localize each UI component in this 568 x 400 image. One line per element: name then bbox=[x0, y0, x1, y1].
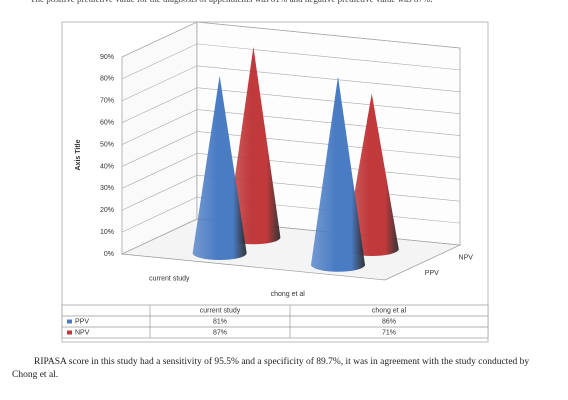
chart: Axis Title 0% 10% 20% 30% 40% 50% 60% 70% 80% 90%… bbox=[61, 21, 489, 343]
table-value: 86% bbox=[382, 318, 396, 325]
depth-label: NPV bbox=[459, 254, 474, 261]
side-wall bbox=[121, 21, 198, 255]
data-table bbox=[61, 304, 489, 339]
cone bbox=[226, 46, 281, 245]
y-axis-title: Axis Title bbox=[75, 139, 82, 170]
legend-label: NPV bbox=[75, 329, 90, 336]
grid-line bbox=[121, 65, 461, 102]
y-tick-label: 0% bbox=[104, 251, 114, 258]
legend-swatch bbox=[67, 319, 72, 324]
grid-line bbox=[121, 43, 461, 80]
y-tick-label: 40% bbox=[100, 163, 114, 170]
y-tick-label: 70% bbox=[100, 98, 114, 105]
y-tick-label: 90% bbox=[100, 54, 114, 61]
top-text: The positive predictive value for the di… bbox=[30, 0, 433, 4]
x-tick-label: current study bbox=[149, 276, 190, 283]
y-tick-label: 50% bbox=[100, 141, 114, 148]
grid-line bbox=[121, 21, 461, 58]
table-header: chong et al bbox=[372, 307, 407, 314]
depth-label: PPV bbox=[425, 270, 439, 277]
y-tick-label: 20% bbox=[100, 207, 114, 214]
x-tick-label: chong et al bbox=[271, 291, 306, 298]
legend-label: PPV bbox=[75, 318, 89, 325]
y-tick-label: 30% bbox=[100, 185, 114, 192]
cone bbox=[344, 93, 399, 256]
legend-swatch bbox=[67, 330, 72, 335]
table-header: current study bbox=[200, 307, 241, 314]
paragraph: RIPASA score in this study had a sensiti… bbox=[12, 357, 530, 380]
table-value: 87% bbox=[213, 329, 227, 336]
cone bbox=[192, 75, 247, 261]
table-value: 71% bbox=[382, 329, 396, 336]
y-tick-label: 60% bbox=[100, 120, 114, 127]
cone bbox=[311, 76, 365, 272]
table-value: 81% bbox=[213, 318, 227, 325]
y-tick-label: 80% bbox=[100, 76, 114, 83]
y-tick-label: 10% bbox=[100, 229, 114, 236]
